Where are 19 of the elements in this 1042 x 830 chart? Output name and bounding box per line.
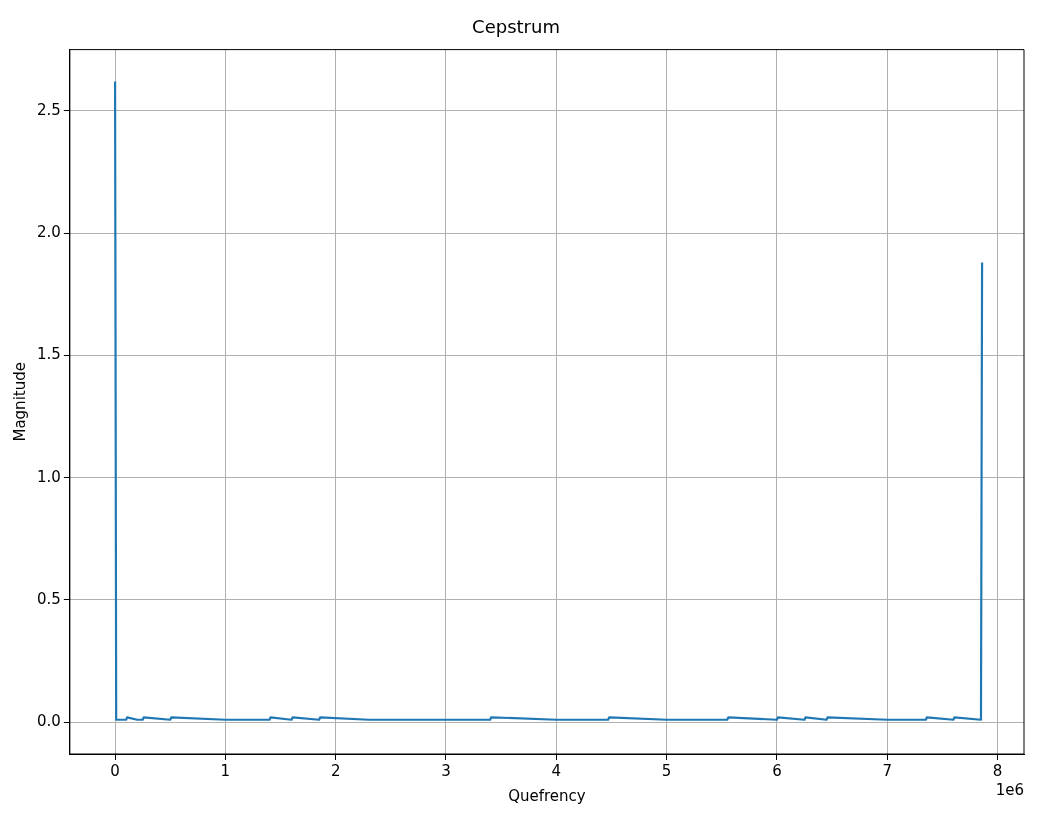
- y-tick-label: 1.0: [37, 467, 61, 486]
- x-axis-title: Quefrency: [508, 786, 586, 805]
- x-tick-label: 1: [220, 761, 231, 780]
- x-tick-label: 4: [551, 761, 562, 780]
- text: 1e6: [995, 781, 1024, 800]
- y-axis-title: Magnitude: [10, 362, 29, 442]
- y-tick-label: 0.5: [37, 589, 61, 608]
- x-tick-label: 3: [441, 761, 451, 780]
- x-tick-label: 6: [772, 761, 782, 780]
- x-tick-label: 0: [110, 761, 120, 780]
- y-tick-label: 2.0: [37, 222, 61, 241]
- y-tick-label: 2.5: [37, 100, 61, 119]
- x-tick-label: 8: [992, 761, 1003, 780]
- x-tick-label: 5: [661, 761, 672, 780]
- x-tick-label: 7: [882, 761, 892, 780]
- y-tick-label: 1.5: [37, 345, 61, 364]
- x-tick-label: 2: [330, 761, 341, 780]
- chart-title: Cepstrum: [472, 16, 560, 38]
- y-tick-label: 0.0: [37, 712, 61, 731]
